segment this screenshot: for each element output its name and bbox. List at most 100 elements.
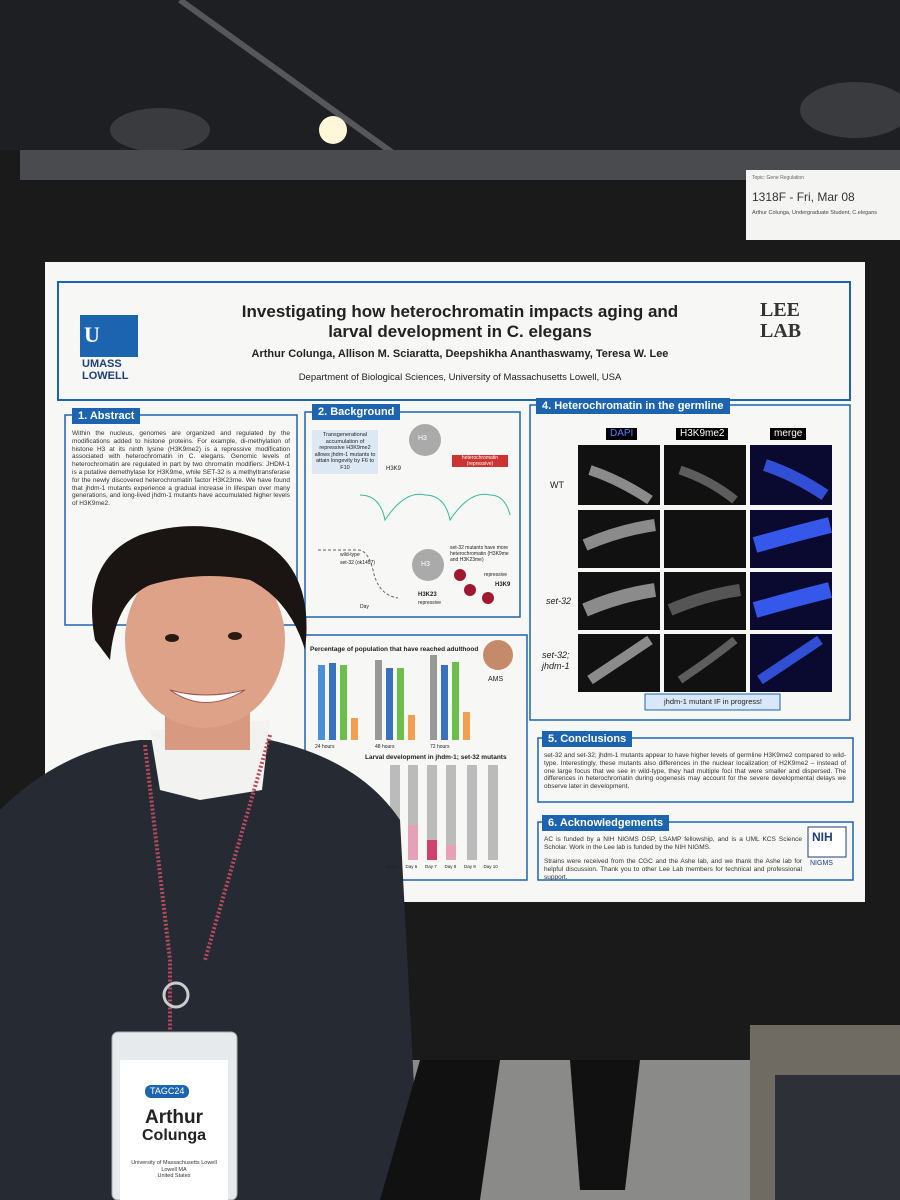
x-label: Day 8 bbox=[444, 864, 457, 869]
header-frame bbox=[57, 281, 851, 401]
nigms-text: NIGMS bbox=[810, 860, 833, 867]
caption: jhdm-1 mutant IF in progress! bbox=[664, 697, 762, 706]
label: set-32 mutants have more heterochromatin… bbox=[450, 545, 509, 563]
eye bbox=[165, 634, 179, 642]
face bbox=[125, 552, 285, 728]
shadow-figure bbox=[380, 1060, 500, 1200]
nih-logo bbox=[807, 826, 847, 858]
conclusions-text: set-32 and set-32; jhdm-1 mutants appear… bbox=[544, 752, 846, 791]
label: repressive bbox=[418, 600, 442, 606]
badge bbox=[120, 1060, 228, 1200]
label: H3K9 bbox=[495, 582, 511, 588]
x-label: 48 hours bbox=[375, 744, 395, 750]
chart-title: Percentage of population that have reach… bbox=[310, 646, 479, 653]
methyl-mark bbox=[454, 569, 466, 581]
logo-word: UMASS bbox=[82, 358, 122, 370]
label: set-32 (ok1457) bbox=[340, 560, 376, 566]
vent bbox=[110, 108, 210, 152]
background-box: Transgenerational accumulation of repres… bbox=[312, 430, 378, 474]
badge-affiliation: University of Massachusetts Lowell Lowell… bbox=[120, 1160, 228, 1180]
vent bbox=[800, 82, 900, 138]
section-title: 5. Conclusions bbox=[542, 731, 633, 747]
section-frame bbox=[537, 821, 854, 881]
row-label: set-32; jhdm-1 bbox=[542, 650, 570, 671]
authors: Arthur Colunga, Allison M. Sciaratta, De… bbox=[251, 348, 669, 360]
badge-name: Arthur Colunga bbox=[120, 1108, 228, 1145]
poster-title: Investigating how heterochromatin impact… bbox=[150, 302, 770, 343]
affil-line: Lowell MA bbox=[161, 1166, 187, 1173]
sweater bbox=[0, 740, 420, 1200]
ams-photo bbox=[483, 640, 513, 670]
x-label: Day 6 bbox=[405, 864, 418, 869]
logo-word: LOWELL bbox=[82, 370, 129, 383]
row-label: WT bbox=[550, 480, 564, 490]
affil-line: United States bbox=[157, 1173, 191, 1180]
ceiling-light bbox=[319, 116, 347, 144]
lifespan-curves bbox=[359, 493, 511, 522]
section-frame bbox=[304, 411, 521, 618]
label: H3 bbox=[418, 435, 427, 442]
section-title: 2. Background bbox=[312, 404, 401, 420]
section-title: 1. Abstract bbox=[72, 408, 141, 424]
shadow-figure bbox=[570, 1060, 640, 1190]
name-line: Colunga bbox=[142, 1126, 206, 1144]
methyl-mark bbox=[464, 584, 476, 596]
x-label: 24 hours bbox=[315, 744, 335, 750]
x-label: Day 5 bbox=[386, 864, 398, 869]
logo-word: LEE bbox=[760, 299, 801, 321]
eye bbox=[228, 632, 242, 640]
ack-text: Strains were received from the CGC and t… bbox=[544, 858, 802, 881]
row-label: set-32 bbox=[546, 596, 572, 606]
umass-text: UMASS LOWELL bbox=[82, 358, 128, 382]
session-sign bbox=[746, 170, 900, 240]
nucleosome bbox=[409, 424, 441, 456]
methyl-mark bbox=[482, 592, 494, 604]
affil-line: University of Massachusetts Lowell bbox=[131, 1160, 217, 1166]
abstract-text: Within the nucleus, genomes are organize… bbox=[72, 430, 290, 508]
label: repressive bbox=[484, 572, 508, 578]
adulthood-bars bbox=[318, 655, 470, 740]
leelab-logo: LEE LAB bbox=[760, 300, 801, 342]
lanyard bbox=[143, 734, 272, 1030]
affiliation: Department of Biological Sciences, Unive… bbox=[298, 372, 622, 383]
x-label: 72 hours bbox=[430, 744, 450, 750]
sign-topic: Topic: Gene Regulation bbox=[752, 175, 804, 181]
chart-title: Larval development in jhdm-1; set-32 mut… bbox=[365, 754, 507, 761]
label: wild-type bbox=[340, 552, 360, 558]
title-line: Investigating how heterochromatin impact… bbox=[241, 302, 679, 321]
column-label: DAPI bbox=[606, 428, 638, 440]
logo-word: LAB bbox=[760, 320, 802, 342]
label: H3 bbox=[421, 561, 430, 568]
sign-code: 1318F - Fri, Mar 08 bbox=[752, 190, 855, 204]
logo-mark: U bbox=[84, 322, 100, 347]
label: H3K23 bbox=[418, 592, 437, 598]
x-label: Day 10 bbox=[483, 864, 498, 869]
column-label: merge bbox=[770, 428, 807, 440]
lanyard-ring bbox=[162, 981, 190, 1009]
development-bars bbox=[390, 765, 498, 860]
sign-presenter: Arthur Colunga, Undergraduate Student, C… bbox=[752, 210, 878, 216]
x-label: Day 9 bbox=[464, 864, 476, 869]
nucleosome bbox=[412, 549, 444, 581]
hair bbox=[92, 526, 307, 660]
nih-text: NIH bbox=[812, 830, 833, 844]
smile bbox=[169, 689, 246, 703]
badge-event: TAGC24 bbox=[145, 1085, 190, 1098]
section-title: 4. Heterochromatin in the germline bbox=[536, 398, 730, 414]
ams-label: AMS bbox=[488, 676, 504, 683]
label: H3K9 bbox=[386, 466, 402, 472]
caption-box bbox=[644, 693, 781, 711]
x-label: Day 7 bbox=[425, 864, 437, 869]
axis-label: Day bbox=[360, 604, 369, 610]
section-frame bbox=[537, 737, 854, 803]
chair-pattern bbox=[775, 1075, 900, 1200]
micrograph-grid bbox=[578, 445, 832, 692]
ack-text: AC is funded by a NIH NIGMS DSP, LSAMP f… bbox=[544, 836, 802, 851]
section-title: 6. Acknowledgements bbox=[542, 815, 670, 831]
name-line: Arthur bbox=[144, 1107, 204, 1128]
umass-logo bbox=[80, 315, 138, 357]
column-label: H3K9me2 bbox=[676, 428, 729, 440]
label: heterochromatin (repressive) bbox=[452, 455, 508, 467]
